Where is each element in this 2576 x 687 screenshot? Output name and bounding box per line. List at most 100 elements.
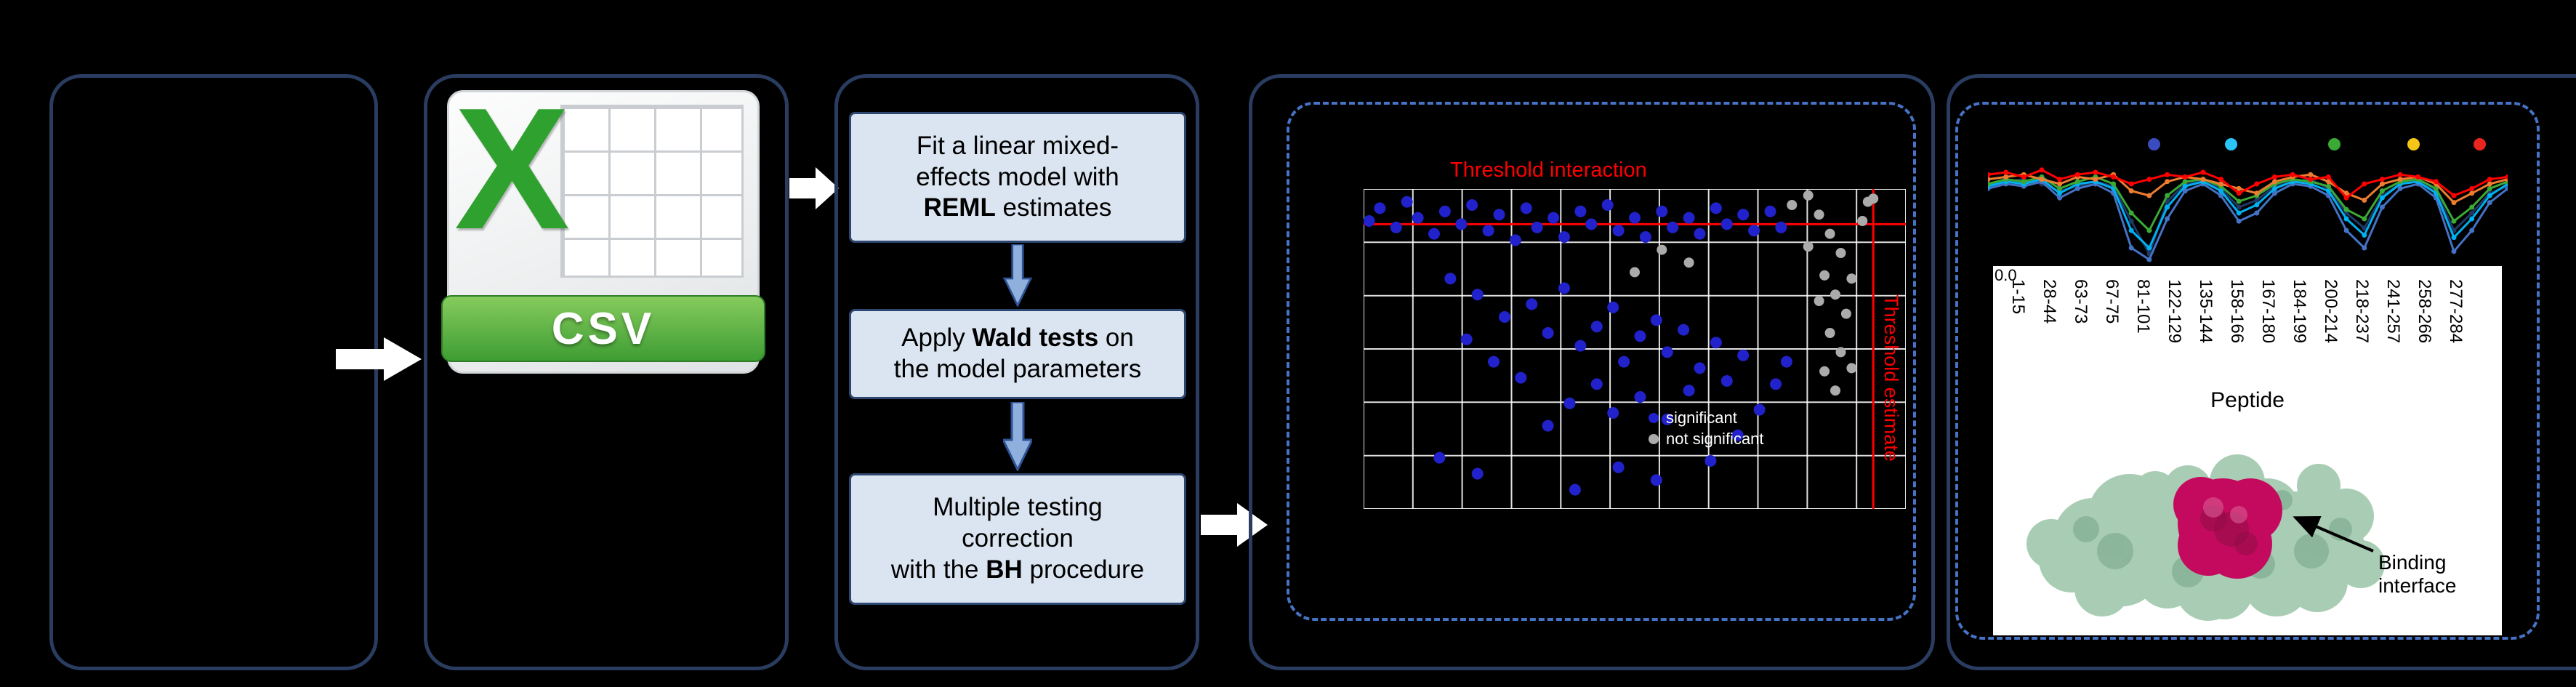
scatter-point — [1780, 355, 1792, 368]
line-point — [2469, 190, 2475, 196]
scatter-point — [1574, 340, 1587, 352]
uptake-line-chart — [1988, 167, 2508, 262]
line-point — [2236, 204, 2242, 210]
line-point — [2343, 190, 2349, 196]
scatter-point — [1466, 199, 1478, 211]
line-point — [2343, 216, 2349, 222]
scatter-point — [1803, 190, 1814, 201]
volcano-legend: significant not significant — [1649, 407, 1764, 449]
scatter-point — [1814, 296, 1824, 306]
protein-surface-shading — [2073, 490, 2352, 587]
scatter-point — [1460, 333, 1473, 345]
line-point — [2451, 200, 2457, 206]
legend-swatch — [1649, 433, 1659, 444]
line-point — [2128, 228, 2134, 233]
line-point — [2469, 210, 2475, 216]
scatter-point — [1428, 228, 1440, 240]
line-point — [2236, 185, 2242, 191]
line-point — [2325, 174, 2331, 180]
line-point — [2128, 188, 2134, 194]
scatter-point — [1737, 209, 1750, 221]
line-point — [2218, 193, 2223, 198]
line-point — [2074, 179, 2080, 185]
line-point — [2487, 181, 2492, 187]
scatter-point — [1590, 378, 1603, 390]
line-point — [2254, 210, 2260, 216]
peptide-tick-label: 200-214 — [2321, 279, 2340, 344]
peptide-tick-label: 63-73 — [2071, 279, 2090, 324]
step-fit-model: Fit a linear mixed- effects model with R… — [849, 112, 1186, 243]
scatter-point — [1520, 202, 1532, 214]
line-point — [2325, 183, 2331, 189]
scatter-point — [1814, 209, 1824, 220]
scatter-point — [1612, 461, 1625, 473]
threshold-estimate-label: Threshold estimate — [1880, 294, 1902, 462]
legend-swatch — [1649, 412, 1659, 423]
scatter-point — [1526, 298, 1538, 310]
scatter-point — [1683, 212, 1695, 224]
line-point — [2272, 179, 2277, 185]
timepoint-legend-dot — [2474, 138, 2486, 150]
scatter-point — [1634, 330, 1646, 342]
scatter-point — [1509, 234, 1521, 246]
flow-arrow-csv-to-model — [789, 167, 839, 209]
peptide-tick-label: 241-257 — [2383, 279, 2403, 344]
scatter-point — [1868, 193, 1879, 204]
peptide-tick-label: 258-266 — [2415, 279, 2434, 344]
line-point — [2469, 216, 2475, 222]
peptide-tick-label: 184-199 — [2290, 279, 2309, 344]
scatter-point — [1657, 244, 1667, 255]
line-point — [2146, 257, 2152, 262]
scatter-point — [1612, 225, 1625, 237]
scatter-point — [1803, 241, 1814, 252]
line-point — [2254, 202, 2260, 208]
line-point — [2128, 210, 2134, 216]
line-point — [2469, 204, 2475, 210]
threshold-interaction-label: Threshold interaction — [1450, 158, 1647, 182]
line-point — [2487, 193, 2492, 198]
input-panel — [49, 74, 378, 670]
csv-panel — [424, 74, 789, 670]
scatter-point — [1710, 202, 1722, 214]
scatter-point — [1364, 215, 1375, 227]
scatter-point — [1694, 228, 1706, 240]
line-point — [2451, 193, 2457, 198]
line-point — [2487, 185, 2492, 191]
scatter-point — [1482, 225, 1494, 237]
line-point — [2057, 177, 2063, 182]
line-point — [1988, 177, 1991, 182]
line-point — [2433, 179, 2439, 185]
scatter-point — [1412, 212, 1424, 224]
scatter-point — [1824, 328, 1835, 338]
scatter-point — [1531, 221, 1543, 233]
csv-x-letter: X — [454, 73, 570, 265]
line-point — [2039, 167, 2045, 173]
line-point — [2003, 174, 2009, 180]
scatter-point — [1683, 257, 1694, 268]
line-point — [2397, 177, 2403, 182]
scatter-point — [1667, 221, 1679, 233]
scatter-point — [1493, 209, 1505, 221]
line-point — [2362, 232, 2367, 238]
scatter-point — [1824, 228, 1835, 239]
scatter-point — [1542, 419, 1554, 432]
line-point — [2128, 181, 2134, 187]
peptide-tick-label: 277-284 — [2446, 279, 2466, 344]
line-point — [2218, 181, 2223, 187]
line-point — [2200, 177, 2206, 182]
line-point — [2451, 235, 2457, 241]
peptide-tick-label: 81-101 — [2133, 279, 2153, 334]
line-point — [2021, 179, 2026, 185]
line-point — [2451, 249, 2457, 254]
scatter-point — [1634, 391, 1646, 403]
step-text: Multiple testing correction with the BH … — [890, 493, 1145, 584]
scatter-point — [1542, 327, 1554, 339]
line-point — [2272, 174, 2277, 180]
scatter-point — [1607, 301, 1619, 313]
line-point — [2128, 245, 2134, 251]
csv-spreadsheet-grid — [560, 105, 744, 278]
line-point — [2165, 204, 2170, 210]
scatter-point — [1471, 467, 1484, 480]
scatter-point — [1390, 221, 1402, 233]
scatter-point — [1630, 267, 1640, 278]
